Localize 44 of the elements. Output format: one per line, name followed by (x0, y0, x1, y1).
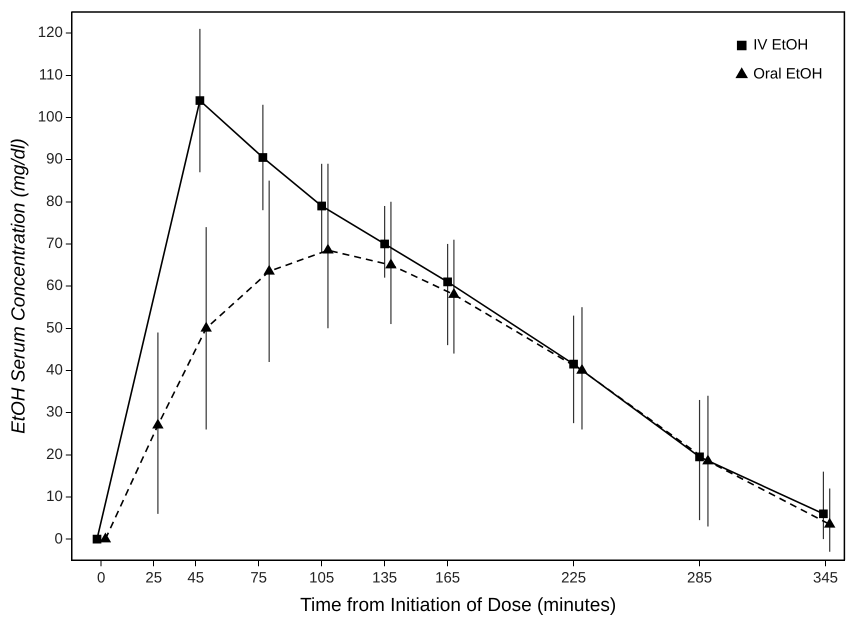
point (201, 322, 212, 332)
y-tick-label: 20 (46, 446, 63, 463)
legend-label: IV EtOH (753, 36, 808, 54)
x-tick-label: 105 (309, 569, 334, 586)
point (695, 452, 704, 462)
x-tick-label: 165 (435, 569, 460, 586)
point (100, 533, 111, 542)
y-tick-label: 110 (38, 66, 63, 84)
x-tick-label: 225 (561, 569, 586, 586)
y-tick-label: 30 (46, 404, 63, 421)
point (443, 278, 452, 286)
y-tick-label: 40 (46, 362, 63, 379)
legend-label: Oral EtOH (753, 66, 822, 83)
point (380, 240, 389, 248)
point (824, 518, 835, 528)
y-axis-title: EtOH Serum Concentration (mg/dl) (8, 138, 30, 434)
y-tick-label: 50 (46, 319, 63, 336)
y-tick-label: 70 (46, 235, 63, 252)
point (152, 419, 164, 429)
y-tick-label: 90 (46, 150, 63, 168)
point (386, 259, 396, 268)
y-tick-label: 120 (38, 24, 63, 42)
point (322, 244, 334, 254)
y-tick-label: 0 (54, 530, 63, 548)
x-tick-label: 345 (812, 569, 838, 586)
y-tick-label: 100 (38, 108, 63, 126)
x-tick-label: 0 (97, 569, 106, 586)
point (317, 202, 326, 210)
point (819, 509, 828, 518)
x-tick-label: 25 (145, 569, 162, 586)
point (264, 266, 274, 275)
point (448, 288, 460, 298)
x-tick-label: 135 (372, 569, 398, 586)
y-tick-label: 60 (46, 277, 63, 294)
x-tick-label: 45 (187, 569, 204, 586)
x-tick-label: 75 (250, 569, 268, 586)
point (196, 96, 204, 105)
y-tick-label: 80 (46, 192, 63, 210)
x-tick-label: 285 (687, 569, 712, 586)
point (92, 534, 102, 544)
point (258, 153, 268, 162)
x-axis-title: Time from Initiation of Dose (minutes) (300, 594, 616, 616)
y-tick-label: 10 (46, 488, 63, 506)
point (569, 360, 578, 368)
